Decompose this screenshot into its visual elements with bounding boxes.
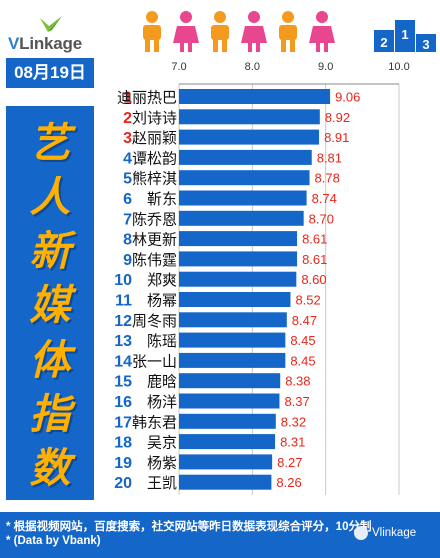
category-label: 杨紫 [147, 454, 177, 472]
value-label: 8.45 [290, 353, 315, 368]
category-label: 王凯 [147, 474, 177, 492]
bar [179, 475, 271, 490]
rank-label: 6 [123, 191, 132, 208]
value-label: 8.26 [276, 475, 301, 490]
rank-label: 7 [123, 211, 132, 228]
value-label: 8.61 [302, 232, 327, 247]
category-label: 赵丽颖 [132, 129, 177, 147]
category-label: 张一山 [132, 352, 177, 370]
bar [179, 109, 320, 124]
rank-label: 4 [123, 150, 132, 167]
category-label: 迪丽热巴 [117, 89, 177, 107]
value-label: 8.61 [302, 252, 327, 267]
footer-note-line-2: * (Data by Vbank) [6, 535, 101, 547]
rank-label: 8 [123, 232, 132, 249]
value-label: 8.52 [295, 293, 320, 308]
bar [179, 231, 297, 246]
category-label: 林更新 [132, 231, 177, 249]
rank-label: 14 [114, 353, 132, 370]
x-tick-label: 7.0 [171, 61, 186, 73]
rank-label: 16 [114, 394, 132, 411]
bar [179, 414, 276, 429]
value-label: 8.45 [290, 333, 315, 348]
wechat-watermark: Vlinkage [354, 526, 416, 540]
rank-label: 19 [114, 455, 132, 472]
value-label: 8.37 [284, 394, 309, 409]
bar [179, 394, 279, 409]
bar [179, 272, 296, 287]
rank-label: 15 [114, 374, 132, 391]
value-label: 8.27 [277, 455, 302, 470]
rank-label: 18 [114, 435, 132, 452]
category-label: 周冬雨 [132, 312, 177, 330]
rank-label: 12 [114, 313, 132, 330]
rank-label: 13 [114, 333, 132, 350]
wechat-icon [354, 526, 368, 540]
rank-label: 9 [123, 252, 132, 269]
category-label: 陈伟霆 [132, 251, 177, 269]
value-label: 8.70 [309, 211, 334, 226]
value-label: 8.47 [292, 313, 317, 328]
bar [179, 251, 297, 266]
bar [179, 89, 330, 104]
bar [179, 211, 304, 226]
value-label: 9.06 [335, 90, 360, 105]
x-tick-label: 10.0 [388, 61, 409, 73]
value-label: 8.92 [325, 110, 350, 125]
category-label: 刘诗诗 [132, 109, 177, 127]
value-label: 8.91 [324, 130, 349, 145]
value-label: 8.32 [281, 414, 306, 429]
category-label: 鹿晗 [147, 373, 177, 391]
value-label: 8.78 [315, 171, 340, 186]
category-label: 靳东 [147, 190, 177, 208]
x-tick-label: 8.0 [245, 61, 260, 73]
rank-label: 2 [123, 110, 132, 127]
bar [179, 454, 272, 469]
category-label: 陈乔恩 [132, 210, 177, 228]
value-label: 8.38 [285, 374, 310, 389]
category-label: 吴京 [147, 434, 177, 452]
rank-label: 20 [114, 475, 132, 492]
value-label: 8.81 [317, 150, 342, 165]
category-label: 韩东君 [132, 413, 177, 431]
rank-label: 3 [123, 130, 132, 147]
bar [179, 170, 310, 185]
rank-label: 5 [123, 171, 132, 188]
bar [179, 373, 280, 388]
rank-label: 11 [115, 293, 132, 310]
rank-label: 10 [114, 272, 132, 289]
category-label: 杨幂 [147, 292, 177, 310]
bar [179, 353, 285, 368]
category-label: 谭松韵 [132, 149, 177, 167]
category-label: 陈瑶 [147, 332, 177, 350]
value-label: 8.60 [301, 272, 326, 287]
wechat-watermark-text: Vlinkage [372, 527, 416, 539]
value-label: 8.74 [312, 191, 337, 206]
bar [179, 333, 285, 348]
footer-note-line-1: * 根据视频网站，百度搜索，社交网站等昨日数据表现综合评分，10分制 [6, 518, 371, 534]
category-label: 郑爽 [147, 271, 177, 289]
bar [179, 191, 307, 206]
category-label: 熊梓淇 [132, 170, 177, 188]
bar [179, 150, 312, 165]
x-tick-label: 9.0 [318, 61, 333, 73]
category-label: 杨洋 [147, 393, 177, 411]
bar [179, 434, 275, 449]
bar [179, 312, 287, 327]
value-label: 8.31 [280, 435, 305, 450]
bar [179, 292, 290, 307]
rank-label: 17 [114, 414, 132, 431]
bar [179, 130, 319, 145]
